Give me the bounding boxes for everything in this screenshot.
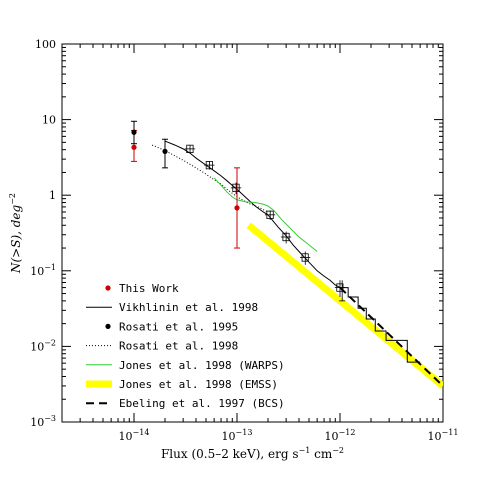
axis-labels: 10−14 10−13 10−12 10−11 100 10 1 10−1 10−2 10−3 Fl… [8,38,458,461]
x-tick-label: 10−14 [119,428,150,443]
y-tick-label: 10−3 [30,414,56,429]
y-tick-label: 10−1 [30,263,56,278]
data-point-this-work [131,144,137,150]
legend-label-this-work: This Work [119,282,179,295]
series-layer [130,120,443,389]
plot-area [61,43,444,423]
legend-label-rosati-et-al-1995: Rosati et al. 1995 [119,320,238,333]
legend-marker-rosati-et-al-1995 [105,323,111,329]
legend-marker-this-work [105,285,111,291]
legend-label-jones-et-al-1998-warps: Jones et al. 1998 (WARPS) [119,359,285,372]
y-axis-title: N(>S), deg−2 [8,193,23,274]
axis-ticks [61,43,443,423]
x-tick-label: 10−13 [222,428,253,443]
x-tick-label: 10−11 [428,428,459,443]
x-axis-title: Flux (0.5–2 keV), erg s−1 cm−2 [161,446,344,461]
plot-frame [61,43,444,423]
legend-label-ebeling-et-al-1997-bcs: Ebeling et al. 1997 (BCS) [119,397,285,410]
series-line-ebeling-et-al-1997-bcs [339,286,443,387]
data-point-rosati-et-al-1995 [131,129,137,135]
y-tick-label: 1 [49,189,56,202]
series-line-jones-et-al-1998-emss [246,222,443,389]
series-line-vikhlinin-et-al-1998-stepped-tail [339,287,421,363]
legend-label-rosati-et-al-1998: Rosati et al. 1998 [119,340,238,353]
data-point-rosati-et-al-1995 [162,148,168,154]
data-point-this-work [234,205,240,211]
series-line-jones-et-al-1998-warps [213,177,318,252]
legend: This Work Vikhlinin et al. 1998 Rosati et … [86,282,285,410]
y-tick-label: 10 [42,114,56,127]
y-tick-label: 10−2 [30,338,56,353]
x-tick-label: 10−12 [325,428,356,443]
y-tick-label: 100 [35,38,56,51]
legend-label-vikhlinin-et-al-1998: Vikhlinin et al. 1998 [119,301,258,314]
series-line-vikhlinin-et-al-1998 [164,140,341,289]
legend-label-jones-et-al-1998-emss: Jones et al. 1998 (EMSS) [119,378,278,391]
